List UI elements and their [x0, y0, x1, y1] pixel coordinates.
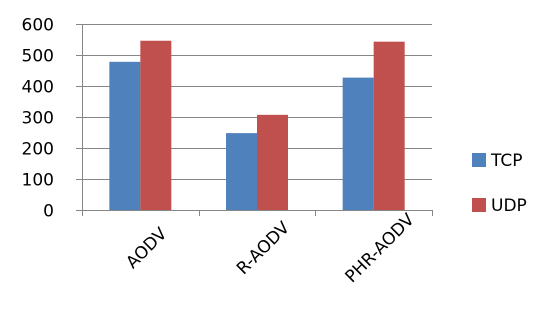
bars	[109, 40, 405, 210]
legend-swatch-udp	[472, 198, 486, 212]
bar-tcp-aodv	[109, 61, 141, 210]
legend-label-tcp: TCP	[490, 151, 523, 171]
y-axis-tick-labels: 0 100 200 300 400 500 600	[22, 16, 54, 222]
y-tick-label: 100	[22, 171, 54, 191]
y-tick-label: 600	[22, 16, 54, 36]
bar-udp-phr-aodv	[373, 41, 405, 210]
y-tick-label: 200	[22, 140, 54, 160]
axes	[76, 24, 433, 216]
y-tick-label: 500	[22, 47, 54, 67]
x-category-label: R-AODV	[233, 218, 294, 279]
bar-udp-r-aodv	[257, 114, 288, 210]
legend-swatch-tcp	[472, 153, 486, 167]
bar-tcp-r-aodv	[226, 133, 257, 210]
x-category-label: PHR-AODV	[342, 210, 419, 287]
y-tick-label: 0	[43, 202, 54, 222]
y-tick-label: 300	[22, 109, 54, 129]
x-axis-category-labels: AODV R-AODV PHR-AODV	[122, 210, 419, 287]
bar-udp-aodv	[140, 40, 172, 210]
legend: TCP UDP	[472, 151, 527, 216]
bar-tcp-phr-aodv	[342, 77, 374, 210]
x-category-label: AODV	[122, 224, 171, 273]
legend-label-udp: UDP	[491, 196, 527, 216]
y-tick-label: 400	[22, 78, 54, 98]
